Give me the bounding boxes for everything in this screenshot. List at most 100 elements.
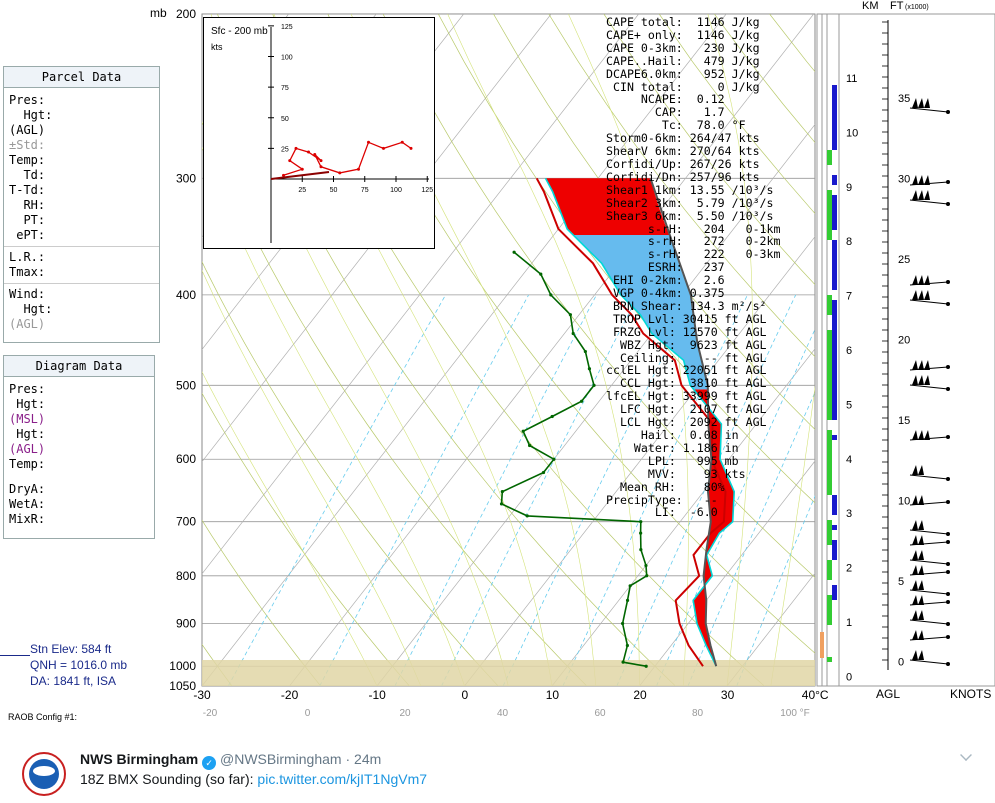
strip-bar <box>827 595 832 625</box>
pressure-tick-label: 700 <box>176 515 196 529</box>
pressure-tick-label: 1000 <box>169 659 196 673</box>
stat-line: DCAPE6.0km: 952 J/kg <box>606 66 760 81</box>
strip-bar <box>827 190 832 240</box>
temp-f-tick-label: 40 <box>497 708 509 719</box>
stat-line: EHI 0-2km: 2.6 <box>606 273 725 288</box>
hodo-tick-label: 100 <box>390 187 402 194</box>
stat-line: Water: 1.186 in <box>606 440 739 455</box>
strip-bar <box>832 525 837 530</box>
stat-line: Shear2 3km: 5.79 /10³/s <box>606 195 774 210</box>
km-tick-label: 8 <box>846 236 852 248</box>
hodo-tick-label: 75 <box>361 187 369 194</box>
strip-bar <box>820 632 824 658</box>
hodograph-point <box>319 165 323 169</box>
dewpoint-point <box>568 313 572 317</box>
panel-row: (MSL) <box>9 412 46 426</box>
km-tick-label: 9 <box>846 182 852 194</box>
wind-barb <box>909 595 950 606</box>
sounding-stats: CAPE total: 1146 J/kg CAPE+ only: 1146 J/… <box>606 16 816 519</box>
cape-area <box>693 389 735 667</box>
pressure-tick-label: 200 <box>176 7 196 21</box>
stat-line: LI: -6.0 <box>606 505 718 520</box>
wind-barb <box>909 650 950 666</box>
verified-icon: ✓ <box>202 756 217 770</box>
mixing-ratio-line <box>656 328 815 686</box>
dewpoint-point <box>571 331 575 336</box>
hodograph-point <box>319 159 323 163</box>
hodo-tick-label: 125 <box>281 24 293 31</box>
dewpoint-point <box>625 598 630 602</box>
panel-row: DryA: <box>9 482 46 496</box>
strip-bar <box>827 657 832 662</box>
wind-barb <box>909 275 950 286</box>
ft-tick-label: 0 <box>898 657 904 669</box>
wind-barb <box>909 465 950 481</box>
strip-bar <box>832 195 837 230</box>
moist-adiabat <box>350 14 597 686</box>
moist-adiabat <box>707 14 753 686</box>
panel-row: Pres: <box>9 93 46 107</box>
wind-barb <box>909 430 950 441</box>
dry-adiabat <box>202 261 499 686</box>
moist-adiabat <box>770 385 815 686</box>
stat-line: Ceiling: -- ft AGL <box>606 350 767 365</box>
series-line-temperature <box>535 177 727 667</box>
dewpoint-point <box>587 367 592 371</box>
dry-adiabat <box>202 392 410 686</box>
parcel-data-panel: Parcel Data Pres: Hgt: (AGL) ±Std: Temp: Td… <box>3 66 160 343</box>
dewpoint-point <box>628 584 632 588</box>
mb-axis-label: mb <box>150 6 167 20</box>
hodo-tick-label: 50 <box>330 187 338 194</box>
ft-tick-label: 35 <box>898 93 910 105</box>
wind-barb <box>909 550 950 566</box>
dewpoint-point <box>521 429 525 433</box>
tweet: NWS Birmingham ✓ @NWSBirmingham · 24m 18… <box>0 735 995 803</box>
ground-layer <box>202 660 815 686</box>
dewpoint-point <box>499 502 504 506</box>
isotherm <box>464 236 815 686</box>
stat-line: LCL Hgt: 2092 ft AGL <box>606 415 767 430</box>
tweet-handle[interactable]: @NWSBirmingham <box>220 751 342 767</box>
panel-row: Wind: <box>9 287 46 301</box>
panel-row: Hgt: <box>9 302 53 316</box>
dewpoint-point <box>525 514 529 518</box>
stat-line: FRZG Lvl: 12570 ft AGL <box>606 324 767 339</box>
km-tick-label: 7 <box>846 291 852 303</box>
pressure-tick-label: 800 <box>176 569 196 583</box>
wind-barb <box>909 375 950 391</box>
tweet-author-name[interactable]: NWS Birmingham <box>80 751 199 767</box>
panel-row: T-Td: <box>9 183 46 197</box>
stat-line: CCL Hgt: 3810 ft AGL <box>606 376 767 391</box>
stat-line: s-rH: 272 0-2km <box>606 234 781 249</box>
chevron-down-icon[interactable] <box>960 749 972 761</box>
stat-line: CAPE 0-3km: 230 J/kg <box>606 40 760 55</box>
stat-line: ShearV 6km: 270/64 kts <box>606 144 760 159</box>
tweet-link[interactable]: pic.twitter.com/kjIT1NgVm7 <box>257 771 428 787</box>
hodograph-point <box>294 146 298 150</box>
panel-row: PT: <box>9 213 46 227</box>
series-line-parcel <box>649 177 718 667</box>
temp-c-tick-label: 10 <box>546 688 560 702</box>
tweet-time[interactable]: 24m <box>354 751 382 767</box>
stat-line: CAPE..Hail: 479 J/kg <box>606 53 760 68</box>
dewpoint-point <box>550 414 554 419</box>
dewpoint-point <box>644 664 648 668</box>
dewpoint-point <box>549 293 553 297</box>
hodograph-trace <box>283 141 412 176</box>
hodo-tick-label: 25 <box>281 146 289 153</box>
pressure-tick-label: 900 <box>176 617 196 631</box>
stat-line: MVV: 93 kts <box>606 466 746 481</box>
stat-line: s-rH: 204 0-1km <box>606 221 781 236</box>
hodograph-units: kts <box>211 42 223 52</box>
nws-logo[interactable] <box>22 752 66 796</box>
stat-line: Shear3 6km: 5.50 /10³/s <box>606 208 774 223</box>
hodograph-point <box>338 171 342 175</box>
hodograph: Sfc - 200 mb kts 125 100 75 50 25 25 50 75 100 12… <box>203 17 435 249</box>
isotherm <box>202 14 552 463</box>
strip-bar <box>832 495 837 515</box>
station-density-altitude: DA: 1841 ft, ISA <box>30 674 117 688</box>
hodo-tick-label: 125 <box>421 187 433 194</box>
hodograph-point <box>357 167 360 171</box>
dewpoint-point <box>621 660 625 664</box>
isotherm <box>376 123 815 686</box>
